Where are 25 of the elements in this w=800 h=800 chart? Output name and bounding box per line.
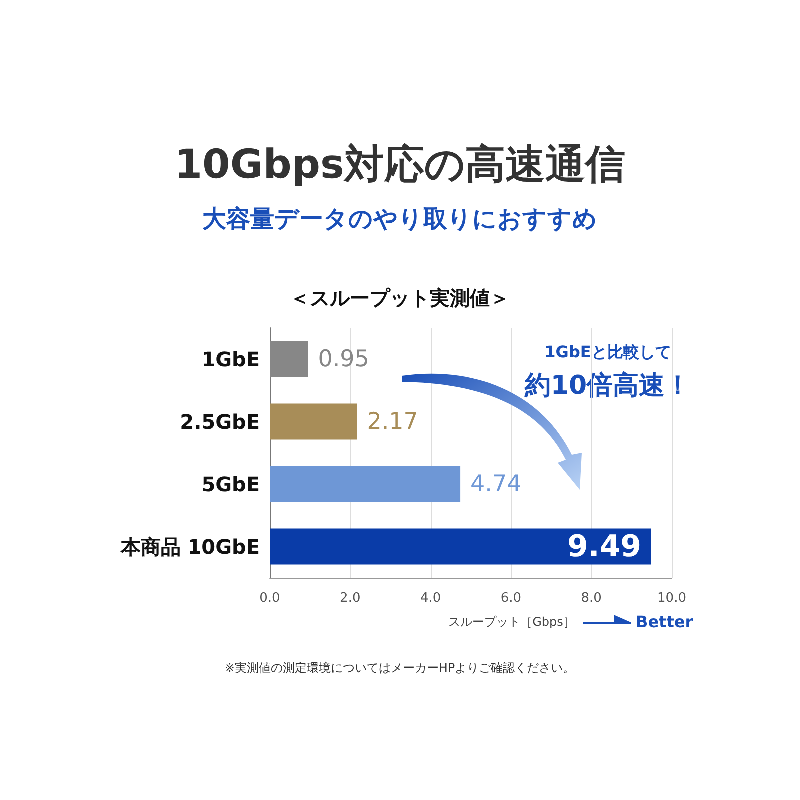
- data-label: 0.95: [318, 346, 370, 372]
- x-tick-label: 0.0: [260, 591, 280, 606]
- data-label: 2.17: [367, 408, 418, 435]
- data-label: 9.49: [567, 529, 642, 564]
- bar: [270, 404, 358, 440]
- y-tick-label: 本商品 10GbE: [120, 534, 260, 559]
- x-tick-label: 8.0: [581, 591, 602, 606]
- chart-subtitle: 大容量データのやり取りにおすすめ: [202, 205, 598, 233]
- annotation: 1GbEと比較して: [544, 342, 672, 362]
- bar: [270, 466, 461, 502]
- data-label: 4.74: [470, 471, 522, 498]
- y-tick-label: 1GbE: [202, 347, 260, 372]
- chart-title: 10Gbps対応の高速通信: [174, 142, 626, 188]
- bar: [270, 528, 652, 565]
- y-tick-label: 2.5GbE: [180, 410, 260, 434]
- x-tick-label: 10.0: [658, 591, 686, 606]
- text: ※実測値の測定環境についてはメーカーHPよりご確認ください。: [224, 661, 576, 675]
- x-tick-label: 6.0: [500, 591, 522, 606]
- bar: [270, 341, 308, 378]
- text: Better: [636, 612, 694, 632]
- x-tick-label: 2.0: [340, 591, 361, 606]
- x-tick-label: 4.0: [420, 591, 442, 606]
- text: ＜スループット実測値＞: [290, 286, 510, 310]
- x-axis-title: スループット［Gbps］: [448, 615, 576, 629]
- y-tick-label: 5GbE: [202, 472, 260, 496]
